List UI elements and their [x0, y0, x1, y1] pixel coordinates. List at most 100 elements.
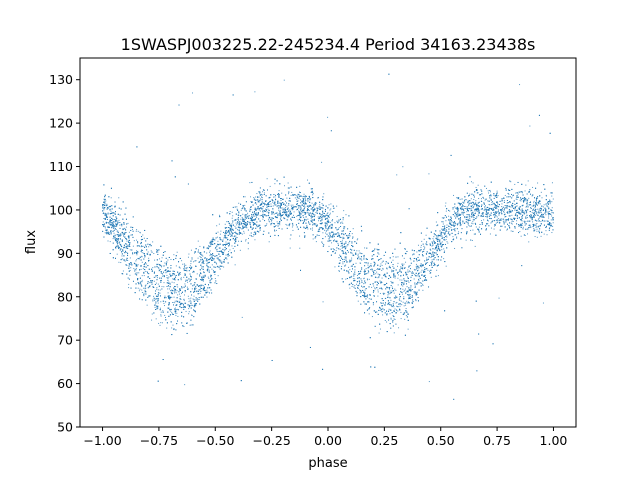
- data-point: [538, 208, 540, 210]
- data-point: [299, 185, 301, 187]
- data-point: [408, 281, 410, 283]
- data-point: [277, 225, 279, 227]
- data-point: [302, 196, 304, 198]
- data-point: [244, 209, 246, 211]
- data-point: [297, 197, 299, 199]
- data-point: [377, 295, 379, 297]
- data-point: [184, 294, 185, 296]
- data-point: [405, 261, 407, 263]
- data-point: [392, 281, 394, 283]
- data-point: [285, 223, 287, 225]
- data-point: [324, 225, 326, 227]
- data-point: [347, 271, 349, 273]
- data-point: [405, 271, 407, 273]
- data-point: [232, 222, 234, 224]
- data-point: [303, 204, 305, 206]
- data-point: [486, 223, 488, 225]
- data-point: [116, 230, 118, 232]
- data-point: [457, 216, 459, 218]
- data-point: [170, 310, 172, 312]
- data-point: [121, 255, 123, 257]
- data-point: [160, 301, 162, 303]
- data-point: [104, 227, 106, 229]
- data-point: [224, 243, 226, 245]
- data-point: [457, 202, 459, 204]
- data-point: [471, 222, 473, 224]
- data-point: [511, 219, 513, 221]
- data-point: [506, 229, 508, 231]
- data-point: [525, 216, 527, 218]
- data-point: [330, 239, 332, 241]
- data-point: [516, 205, 518, 207]
- data-point: [272, 205, 274, 207]
- data-point: [201, 279, 203, 281]
- data-point: [173, 290, 175, 292]
- data-point: [179, 300, 181, 302]
- data-point: [504, 205, 506, 207]
- data-point: [161, 257, 163, 259]
- data-point: [548, 208, 550, 210]
- data-point: [539, 217, 541, 219]
- data-point: [152, 267, 154, 269]
- data-point: [403, 290, 405, 292]
- data-point: [125, 231, 127, 233]
- data-point: [445, 238, 447, 240]
- data-point: [333, 234, 335, 236]
- data-point: [220, 259, 222, 261]
- data-point: [401, 304, 403, 306]
- data-point: [346, 235, 348, 237]
- data-point: [338, 234, 340, 236]
- data-point: [323, 193, 325, 195]
- data-point: [141, 275, 143, 277]
- data-point: [538, 200, 540, 202]
- data-point: [496, 196, 498, 198]
- data-point: [175, 265, 177, 267]
- data-point: [417, 269, 419, 271]
- data-point: [284, 185, 285, 187]
- data-point: [469, 225, 471, 227]
- data-point: [409, 289, 411, 291]
- data-point: [551, 182, 553, 184]
- data-point: [183, 326, 185, 328]
- data-point: [271, 222, 273, 224]
- data-point: [496, 190, 498, 192]
- data-point: [142, 245, 144, 247]
- data-point: [420, 282, 422, 284]
- data-point: [187, 281, 189, 283]
- data-point: [387, 294, 389, 296]
- data-point: [120, 234, 122, 236]
- data-point: [243, 218, 245, 220]
- data-point: [148, 257, 150, 259]
- data-point: [497, 218, 499, 220]
- data-point: [307, 206, 309, 208]
- data-point: [487, 220, 489, 222]
- data-point: [527, 202, 529, 204]
- data-point: [534, 214, 536, 216]
- data-point: [158, 266, 160, 268]
- data-point: [174, 279, 176, 281]
- data-point: [161, 286, 163, 288]
- data-point: [229, 211, 231, 213]
- data-point: [422, 284, 424, 286]
- data-point: [274, 204, 276, 206]
- data-point: [506, 202, 508, 204]
- data-point: [116, 223, 118, 225]
- data-point: [334, 222, 336, 224]
- data-point: [368, 278, 370, 280]
- data-point: [310, 217, 312, 219]
- data-point: [503, 222, 505, 224]
- data-point: [140, 284, 142, 286]
- data-point: [328, 245, 330, 247]
- data-point: [300, 210, 302, 212]
- data-point: [370, 263, 372, 265]
- data-point: [204, 290, 206, 292]
- data-point: [212, 269, 214, 271]
- data-point: [141, 289, 143, 291]
- data-point: [283, 79, 285, 81]
- data-point: [275, 225, 277, 227]
- data-point: [126, 258, 128, 260]
- data-point: [394, 288, 396, 290]
- data-point: [456, 216, 458, 218]
- data-point: [473, 206, 475, 208]
- data-point: [248, 237, 249, 239]
